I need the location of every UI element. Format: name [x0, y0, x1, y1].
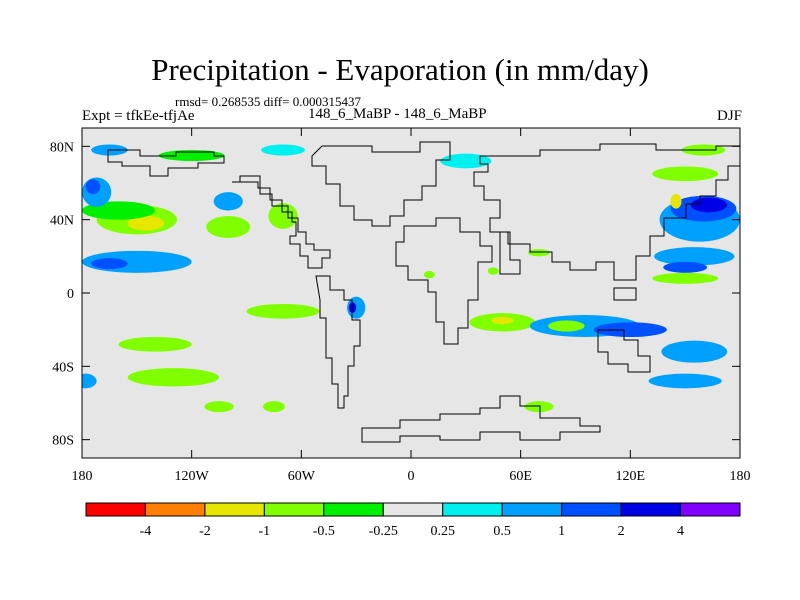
y-tick-label: 40S	[52, 360, 74, 375]
field-region-18	[246, 304, 320, 319]
colorbar-label: -0.25	[369, 524, 398, 539]
x-axis: 180 120W 60W 0 60E 120E 180	[72, 128, 751, 484]
field-region-30	[548, 320, 585, 332]
field-region-20	[348, 302, 357, 314]
colorbar-box	[382, 502, 444, 517]
colorbar-label: 1	[558, 524, 565, 539]
field-region-39	[652, 272, 719, 284]
colorbar-label: -0.5	[313, 524, 335, 539]
colorbar-label: 0.25	[430, 524, 455, 539]
field-region-28	[661, 340, 728, 363]
coastlines	[107, 141, 740, 443]
y-tick-label: 0	[67, 287, 74, 302]
colorbar-label: -2	[199, 524, 211, 539]
field-region-17	[262, 401, 285, 413]
field-region-16	[204, 401, 234, 413]
colorbar-label: -1	[259, 524, 271, 539]
colorbar-box	[620, 502, 682, 517]
experiment-label: Expt = tfkEe-tfjAe	[82, 108, 195, 124]
field-region-9	[268, 203, 298, 229]
field-regions	[82, 144, 740, 413]
season-label: DJF	[716, 108, 742, 124]
colorbar-box	[204, 502, 265, 517]
field-region-4	[85, 179, 101, 195]
colorbar-box	[85, 502, 146, 517]
field-region-12	[261, 144, 305, 156]
colorbar-box	[501, 502, 563, 517]
field-region-15	[82, 373, 97, 389]
x-tick-label: 120W	[175, 469, 210, 484]
field-region-1	[127, 216, 165, 231]
field-region-7	[206, 216, 251, 238]
y-tick-label: 80N	[50, 140, 74, 155]
field-region-37	[652, 166, 719, 182]
field-region-14	[127, 368, 220, 387]
colorbar	[85, 502, 741, 517]
colorbar-label: -4	[140, 524, 152, 539]
x-tick-label: 180	[730, 469, 751, 484]
field-region-36	[663, 261, 708, 273]
field-region-38	[670, 194, 682, 209]
colorbar-box	[323, 502, 384, 517]
colorbar-label: 0.5	[493, 524, 511, 539]
x-tick-label: 120E	[616, 469, 646, 484]
field-region-23	[527, 249, 550, 257]
field-region-21	[423, 271, 435, 279]
colorbar-box	[561, 502, 622, 517]
field-region-27	[593, 322, 667, 337]
field-region-40	[440, 153, 492, 169]
rmsd-diff-text: rmsd= 0.268535 diff= 0.000315437	[175, 94, 361, 109]
y-tick-label: 40N	[50, 214, 74, 229]
field-region-34	[690, 197, 728, 213]
colorbar-box	[263, 502, 325, 517]
colorbar-box	[442, 502, 503, 517]
colorbar-box	[680, 502, 741, 517]
field-region-8	[213, 192, 243, 211]
map-title: Precipitation - Evaporation (in mm/day)	[151, 52, 649, 87]
field-region-13	[118, 337, 192, 352]
x-tick-label: 180	[72, 469, 93, 484]
field-region-35	[654, 247, 735, 266]
colorbar-labels: -4 -2 -1 -0.5 -0.25 0.25 0.5 1 2 4	[140, 524, 684, 539]
field-region-31	[524, 401, 554, 413]
x-tick-label: 60E	[509, 469, 532, 484]
period-label: 148_6_MaBP - 148_6_MaBP	[308, 106, 487, 122]
field-region-29	[648, 373, 722, 389]
y-axis: 80N 40N 0 40S 80S	[50, 140, 740, 449]
field-region-22	[487, 267, 499, 275]
field-region-10	[158, 150, 225, 161]
map-background	[82, 128, 740, 458]
colorbar-box	[144, 502, 206, 517]
y-tick-label: 80S	[52, 434, 74, 449]
colorbar-label: 4	[677, 524, 684, 539]
field-region-25	[491, 316, 514, 325]
colorbar-label: 2	[618, 524, 625, 539]
x-tick-label: 60W	[288, 469, 316, 484]
field-region-6	[91, 258, 128, 270]
x-tick-label: 0	[408, 469, 415, 484]
